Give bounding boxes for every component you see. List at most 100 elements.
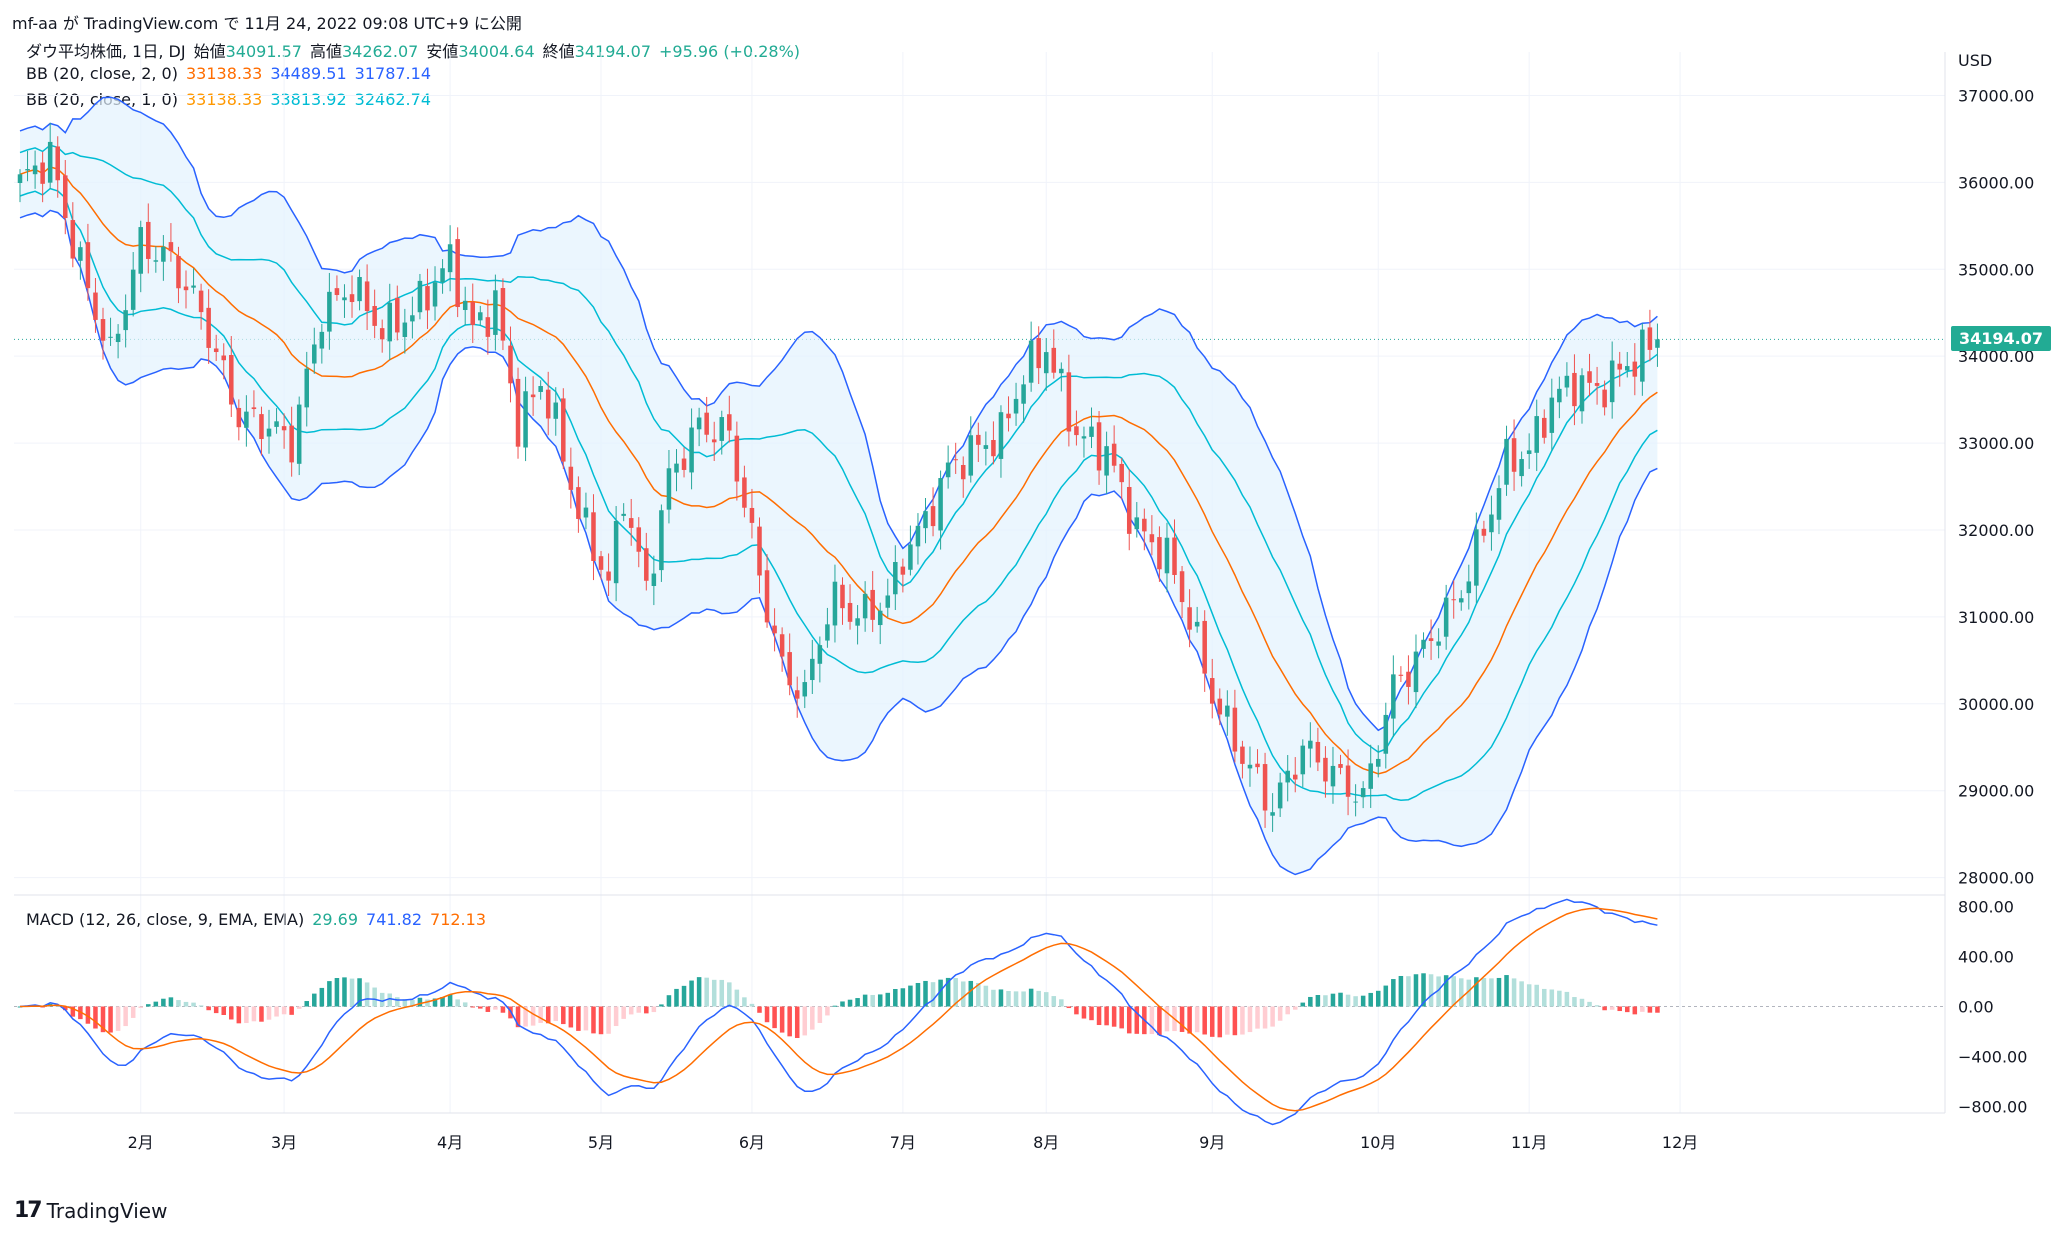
candle-body: [1594, 383, 1600, 386]
macd-histogram-bar: [749, 1003, 755, 1007]
candle: [410, 296, 415, 339]
macd-histogram-bar: [108, 1006, 113, 1033]
macd-histogram-bar: [870, 994, 875, 1007]
candle-body: [1504, 438, 1509, 485]
macd-histogram-bar: [742, 997, 747, 1007]
candle-body: [1466, 581, 1472, 594]
candle-body: [123, 310, 128, 331]
candle-body: [500, 288, 506, 341]
candle-body: [198, 290, 204, 313]
candle: [870, 571, 875, 633]
candle-body: [1255, 763, 1260, 768]
candle: [47, 122, 53, 189]
candle-body: [364, 281, 370, 312]
candle: [787, 633, 792, 696]
macd-histogram-bar: [1647, 1006, 1653, 1013]
candle: [1247, 746, 1253, 787]
candle-body: [772, 625, 777, 634]
axes: 37000.00 36000.00 35000.00 34000.00 33000.00…: [128, 86, 2035, 1152]
candle: [719, 410, 725, 455]
candle-body: [1074, 426, 1079, 436]
macd-histogram-bar: [349, 978, 355, 1007]
candle-body: [606, 571, 611, 581]
candle: [1534, 399, 1539, 472]
macd-histogram-bar: [1285, 1006, 1290, 1015]
bb2-lower: 31787.14: [354, 64, 431, 83]
candle: [259, 406, 264, 456]
candle-body: [960, 464, 966, 480]
candle: [900, 558, 906, 593]
candle: [1036, 326, 1041, 384]
macd-histogram-bar: [1353, 996, 1358, 1007]
macd-histogram-bar: [455, 999, 460, 1007]
candle: [711, 421, 717, 462]
macd-histogram-bar: [1504, 975, 1509, 1007]
candle: [387, 283, 393, 361]
candle-body: [372, 306, 377, 326]
candle-body: [85, 242, 91, 289]
macd-histogram-bar: [17, 1006, 23, 1008]
macd-histogram-bar: [213, 1006, 219, 1014]
macd-histogram-bar: [802, 1006, 808, 1036]
candle-body: [1021, 384, 1026, 404]
macd-histogram-bar: [757, 1006, 762, 1013]
candle: [1579, 368, 1585, 424]
candle: [1436, 628, 1441, 659]
candle: [334, 275, 340, 301]
tradingview-logo-icon: 17: [14, 1198, 43, 1223]
candle: [666, 449, 672, 524]
candle-body: [493, 290, 498, 335]
candle-body: [779, 634, 785, 657]
candle-body: [1579, 375, 1585, 412]
candle: [915, 513, 921, 565]
candle-body: [17, 174, 23, 184]
candle-body: [327, 291, 332, 332]
candle-body: [168, 242, 174, 252]
candle-body: [598, 556, 604, 570]
macd-histogram-bar: [1511, 978, 1517, 1007]
open-value: 34091.57: [225, 42, 302, 61]
candle-body: [1640, 329, 1645, 382]
candle-body: [674, 463, 679, 473]
candle: [100, 307, 106, 360]
candle-body: [1081, 436, 1087, 439]
macd-histogram-bar: [794, 1006, 800, 1039]
currency-label: USD: [1958, 51, 1992, 70]
macd-histogram-bar: [1270, 1006, 1275, 1027]
macd-histogram-bar: [817, 1006, 823, 1023]
candle-body: [530, 394, 536, 398]
candle-body: [1285, 770, 1290, 783]
candle: [847, 584, 853, 630]
macd-histogram-bar: [1557, 990, 1562, 1007]
macd-histogram-bar: [334, 978, 340, 1007]
candle-body: [334, 288, 340, 296]
candle: [749, 488, 755, 539]
macd-histogram-bar: [968, 980, 974, 1007]
macd-histogram-bar: [1338, 992, 1343, 1007]
candle-body: [1632, 361, 1638, 377]
price-tick-label: 31000.00: [1958, 608, 2034, 627]
candle: [138, 220, 143, 293]
macd-histogram-bar: [1541, 988, 1547, 1007]
candle: [689, 408, 694, 490]
candle-body: [568, 466, 574, 490]
macd-histogram-bar: [130, 1006, 136, 1018]
candle: [1504, 425, 1509, 496]
candle-body: [410, 315, 415, 322]
candle: [1300, 739, 1306, 788]
candle-body: [538, 386, 543, 392]
candle-body: [817, 645, 823, 664]
candle-body: [1300, 745, 1306, 775]
candle: [1119, 458, 1124, 500]
candle: [85, 223, 91, 301]
candle: [32, 150, 38, 189]
macd-histogram-bar: [1187, 1006, 1192, 1034]
macd-histogram-bar: [198, 1005, 204, 1007]
macd-histogram-bar: [583, 1006, 589, 1031]
time-tick-label: 3月: [271, 1133, 297, 1152]
macd-signal-value: 712.13: [430, 910, 486, 929]
candle: [1164, 522, 1170, 593]
candle-body: [877, 610, 883, 626]
candle-body: [176, 255, 181, 289]
